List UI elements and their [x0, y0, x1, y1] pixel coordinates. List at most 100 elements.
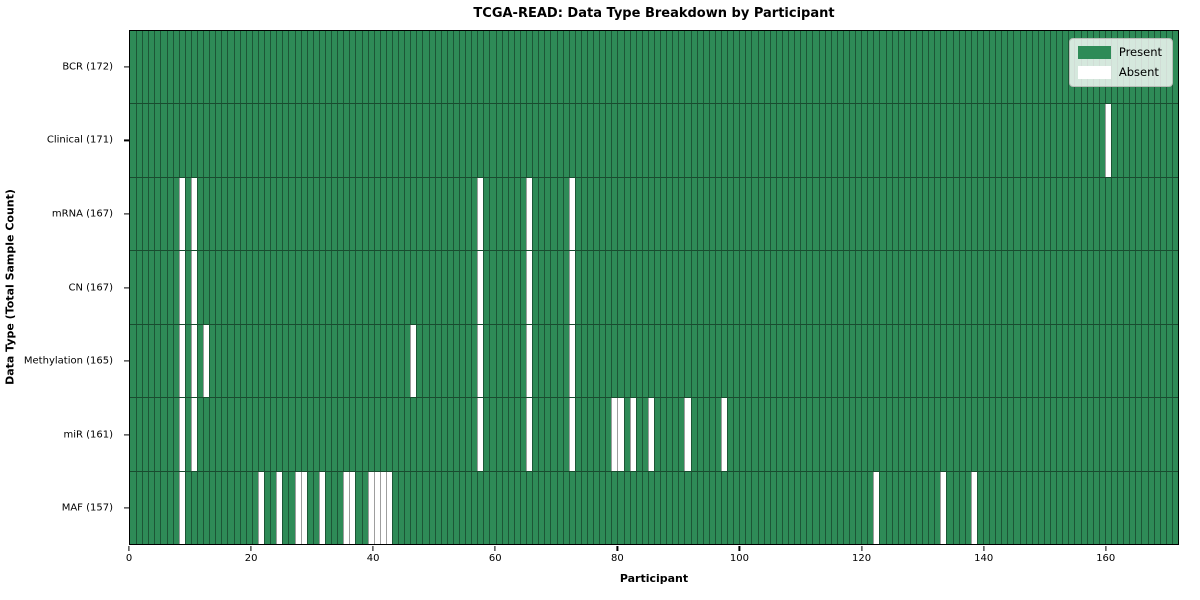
heatmap-cell	[824, 398, 831, 471]
heatmap-cell	[306, 104, 313, 177]
heatmap-cell	[513, 471, 520, 544]
heatmap-cell	[970, 471, 977, 544]
heatmap-cell	[1019, 177, 1026, 251]
chart-title: TCGA-READ: Data Type Breakdown by Partic…	[473, 6, 835, 21]
heatmap-cell	[459, 251, 465, 324]
heatmap-cell	[507, 177, 514, 251]
heatmap-cell	[507, 104, 514, 177]
heatmap-cell	[1092, 177, 1099, 251]
heatmap-cell	[172, 324, 179, 398]
heatmap-cell	[739, 31, 745, 104]
heatmap-cell	[1019, 471, 1026, 544]
heatmap-cell	[1117, 471, 1123, 544]
heatmap-cell	[544, 471, 550, 544]
heatmap-cell	[513, 398, 520, 471]
heatmap-cell	[635, 31, 642, 104]
heatmap-cell	[245, 251, 252, 324]
heatmap-cell	[897, 324, 904, 398]
heatmap-cell	[727, 104, 733, 177]
heatmap-cell	[757, 251, 764, 324]
heatmap-cell	[836, 398, 843, 471]
heatmap-cell	[916, 324, 922, 398]
heatmap-cell	[1171, 398, 1178, 471]
heatmap-cell	[593, 177, 599, 251]
heatmap-cell	[855, 324, 861, 398]
heatmap-cell	[629, 471, 636, 544]
heatmap-cell	[940, 177, 946, 251]
heatmap-cell	[781, 251, 788, 324]
heatmap-cell	[184, 104, 191, 177]
heatmap-cell	[245, 324, 252, 398]
heatmap-cell	[727, 31, 733, 104]
heatmap-cell	[818, 177, 825, 251]
heatmap-cell	[495, 398, 502, 471]
heatmap-cell	[1001, 31, 1007, 104]
heatmap-cell	[245, 177, 252, 251]
heatmap-cell	[203, 471, 209, 544]
heatmap-cell	[452, 31, 459, 104]
heatmap-cell	[148, 104, 154, 177]
heatmap-cell	[763, 398, 770, 471]
heatmap-cell	[836, 471, 843, 544]
heatmap-cell	[1129, 104, 1135, 177]
heatmap-cell	[337, 31, 343, 104]
heatmap-cell	[660, 324, 666, 398]
heatmap-cell	[526, 324, 533, 398]
heatmap-cell	[867, 104, 873, 177]
heatmap-cell	[794, 398, 800, 471]
heatmap-cell	[227, 471, 233, 544]
heatmap-cell	[251, 471, 258, 544]
heatmap-cell	[288, 251, 294, 324]
heatmap-cell	[477, 324, 484, 398]
heatmap-cell	[331, 177, 337, 251]
heatmap-cell	[1031, 104, 1038, 177]
heatmap-cell	[501, 104, 508, 177]
x-tick-mark	[250, 546, 252, 551]
heatmap-cell	[654, 31, 660, 104]
heatmap-cell	[1165, 251, 1172, 324]
heatmap-cell	[1025, 177, 1032, 251]
heatmap-cell	[995, 251, 1001, 324]
heatmap-cell	[617, 324, 623, 398]
heatmap-cell	[465, 177, 471, 251]
heatmap-cell	[306, 398, 313, 471]
heatmap-cell	[1056, 177, 1062, 251]
heatmap-cell	[434, 324, 441, 398]
heatmap-cell	[178, 177, 185, 251]
heatmap-cell	[1050, 398, 1056, 471]
heatmap-cell	[641, 324, 648, 398]
heatmap-cell	[1092, 251, 1099, 324]
y-tick-label: CN (167)	[68, 282, 113, 293]
heatmap-cell	[562, 31, 569, 104]
heatmap-cell	[489, 251, 495, 324]
heatmap-cell	[970, 177, 977, 251]
heatmap-cell	[190, 251, 198, 324]
heatmap-cell	[1019, 251, 1026, 324]
heatmap-cell	[806, 324, 812, 398]
heatmap-cell	[1062, 31, 1068, 104]
heatmap-cell	[721, 471, 727, 544]
heatmap-cell	[1043, 324, 1050, 398]
heatmap-cell	[1001, 251, 1007, 324]
heatmap-cell	[337, 177, 343, 251]
heatmap-cell	[318, 177, 325, 251]
heatmap-cell	[605, 251, 611, 324]
heatmap-cell	[1117, 177, 1123, 251]
heatmap-cell	[964, 398, 971, 471]
heatmap-cell	[928, 31, 934, 104]
heatmap-cell	[781, 104, 788, 177]
heatmap-cell	[416, 251, 422, 324]
heatmap-cell	[209, 104, 215, 177]
heatmap-cell	[446, 104, 453, 177]
heatmap-cell	[154, 104, 160, 177]
heatmap-cell	[580, 31, 587, 104]
heatmap-cell	[190, 398, 198, 471]
heatmap-row-methylation	[130, 323, 1178, 398]
heatmap-cell	[605, 104, 611, 177]
heatmap-cell	[367, 177, 374, 251]
heatmap-cell	[1031, 251, 1038, 324]
heatmap-cell	[1086, 177, 1093, 251]
heatmap-cell	[1037, 324, 1044, 398]
heatmap-cell	[477, 104, 483, 177]
heatmap-cell	[873, 104, 879, 177]
